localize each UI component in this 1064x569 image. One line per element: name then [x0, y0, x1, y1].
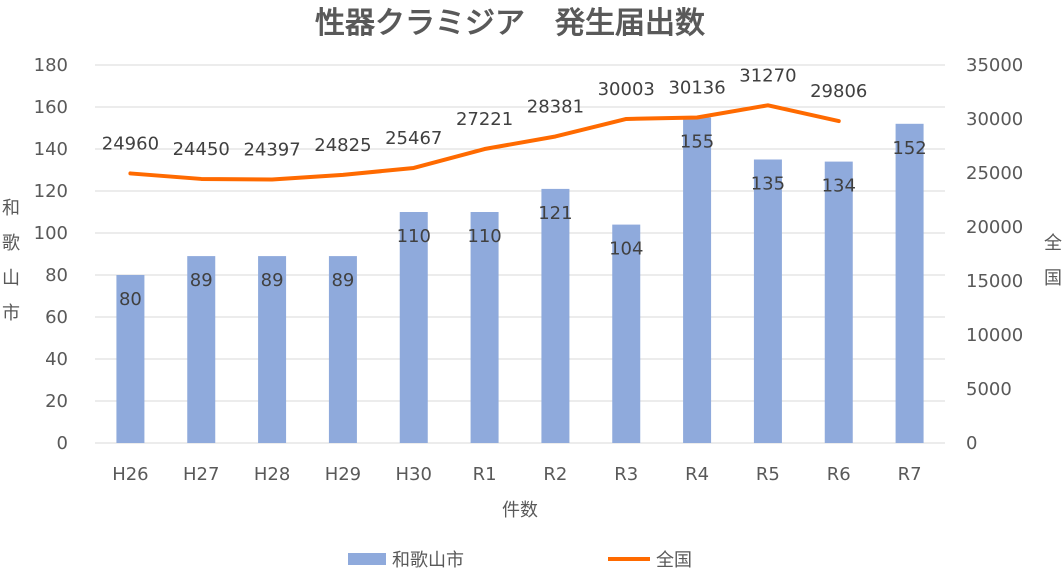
x-tick-label: R1: [473, 464, 497, 485]
line-series: [128, 103, 841, 182]
bar-data-labels: 80 89 89 89 110 110 121 104 155 135 134 152: [119, 132, 927, 311]
right-tick-label: 20000: [966, 217, 1023, 238]
left-tick-label: 60: [45, 307, 68, 328]
x-tick-label: H26: [112, 464, 148, 485]
x-tick-label: H29: [325, 464, 361, 485]
bar-data-label: 110: [467, 226, 501, 247]
line-data-label: 30136: [668, 78, 725, 99]
line-data-label: 29806: [810, 81, 867, 102]
x-tick-label: R3: [614, 464, 638, 485]
right-axis-title-char: 国: [1044, 268, 1062, 289]
left-tick-label: 40: [45, 349, 68, 370]
bar: [187, 256, 216, 443]
right-tick-label: 5000: [966, 379, 1012, 400]
line-data-label: 24397: [243, 140, 300, 161]
legend-label-line: 全国: [656, 550, 692, 569]
line-data-labels: 24960 24450 24397 24825 25467 27221 28381 30003…: [102, 65, 868, 160]
left-axis-title: 和歌山市: [2, 198, 20, 324]
legend-label-bar: 和歌山市: [392, 550, 464, 569]
bar-data-label: 89: [331, 270, 354, 291]
bar-data-label: 89: [261, 270, 284, 291]
left-tick-label: 0: [57, 433, 68, 454]
legend-swatch-bar: [348, 553, 386, 565]
line-data-label: 24960: [102, 133, 159, 154]
gridlines: [95, 64, 945, 444]
left-tick-label: 80: [45, 265, 68, 286]
bar-data-label: 80: [119, 289, 142, 310]
bar-data-label: 155: [680, 132, 714, 153]
left-axis-title-char: 市: [2, 303, 20, 324]
line-data-label: 28381: [527, 96, 584, 117]
left-tick-label: 100: [34, 223, 68, 244]
bar: [470, 212, 499, 443]
bar: [683, 117, 712, 443]
line-data-label: 25467: [385, 128, 442, 149]
bar-data-label: 110: [397, 226, 431, 247]
left-tick-label: 180: [34, 55, 68, 76]
bar: [399, 212, 428, 443]
bar: [895, 123, 924, 444]
right-axis-title-char: 全: [1044, 233, 1062, 254]
bar: [328, 256, 357, 443]
right-axis-ticks: 0 5000 10000 15000 20000 25000 30000 35000: [966, 55, 1023, 454]
bar: [753, 159, 782, 443]
bar-series: [116, 117, 924, 444]
x-tick-label: R5: [756, 464, 780, 485]
left-tick-label: 120: [34, 181, 68, 202]
right-tick-label: 10000: [966, 325, 1023, 346]
left-tick-label: 20: [45, 391, 68, 412]
right-tick-label: 30000: [966, 109, 1023, 130]
line-data-label: 24825: [314, 135, 371, 156]
left-axis-title-char: 山: [2, 268, 20, 289]
chart-title: 性器クラミジア 発生届出数: [315, 6, 706, 41]
x-tick-label: R6: [827, 464, 851, 485]
line-data-label: 24450: [173, 139, 230, 160]
bar: [116, 275, 145, 443]
bar: [612, 224, 641, 443]
x-axis-ticks: H26 H27 H28 H29 H30 R1 R2 R3 R4 R5 R6 R7: [112, 464, 921, 485]
line-data-label: 27221: [456, 109, 513, 130]
x-tick-label: R2: [543, 464, 567, 485]
x-tick-label: R4: [685, 464, 709, 485]
legend: 和歌山市 全国: [348, 550, 692, 569]
right-tick-label: 35000: [966, 55, 1023, 76]
bar-data-label: 89: [190, 270, 213, 291]
left-axis-title-char: 和: [2, 198, 20, 219]
line-path: [128, 103, 841, 182]
bar-data-label: 152: [892, 138, 926, 159]
line-data-label: 31270: [739, 65, 796, 86]
right-tick-label: 0: [966, 433, 977, 454]
bar: [541, 188, 570, 443]
left-tick-label: 160: [34, 97, 68, 118]
x-tick-label: R7: [898, 464, 922, 485]
right-tick-label: 25000: [966, 163, 1023, 184]
x-tick-label: H30: [396, 464, 432, 485]
left-tick-label: 140: [34, 139, 68, 160]
bar-data-label: 121: [538, 203, 572, 224]
bar-data-label: 134: [822, 176, 856, 197]
left-axis-ticks: 0 20 40 60 80 100 120 140 160 180: [34, 55, 68, 454]
bar: [824, 161, 853, 443]
right-tick-label: 15000: [966, 271, 1023, 292]
line-data-label: 30003: [598, 79, 655, 100]
left-axis-title-char: 歌: [2, 233, 20, 254]
bar-data-label: 135: [751, 174, 785, 195]
x-tick-label: H27: [183, 464, 219, 485]
x-tick-label: H28: [254, 464, 290, 485]
right-axis-title: 全国: [1044, 233, 1062, 289]
bar-data-label: 104: [609, 239, 643, 260]
x-axis-title: 件数: [502, 500, 538, 521]
bar: [258, 256, 287, 443]
